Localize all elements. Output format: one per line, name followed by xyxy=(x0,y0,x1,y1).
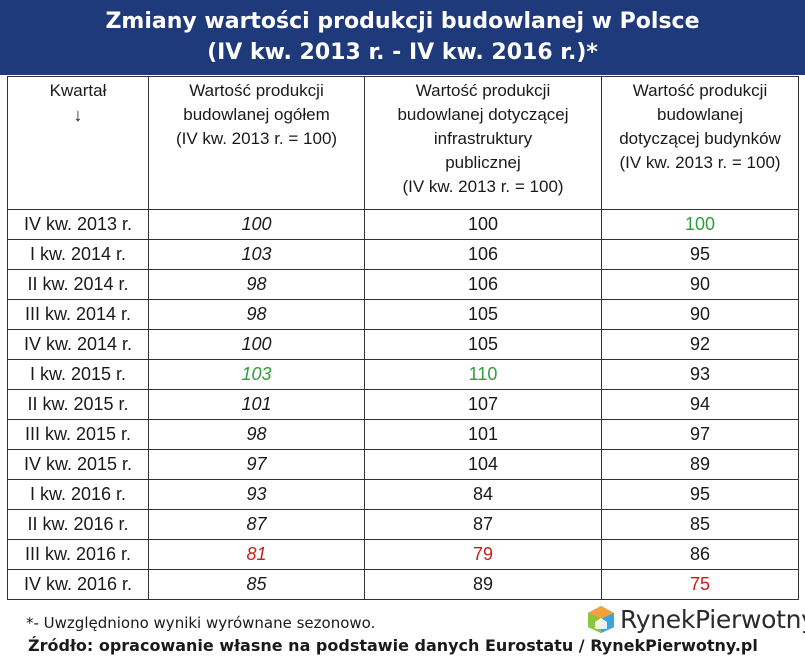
total-output-cell: 101 xyxy=(148,389,365,420)
table-row: I kw. 2015 r. 103 110 93 xyxy=(7,359,799,390)
header-total-output: Wartość produkcji budowlanej ogółem (IV … xyxy=(148,76,365,210)
quarter-cell: III kw. 2015 r. xyxy=(7,419,149,450)
header-line: (IV kw. 2013 r. = 100) xyxy=(402,177,564,196)
house-cube-logo-icon xyxy=(588,606,614,633)
infrastructure-output-cell: 106 xyxy=(364,239,602,270)
table-row: IV kw. 2014 r. 100 105 92 xyxy=(7,329,799,360)
logo-text-part2: Pierwotny xyxy=(695,604,805,634)
total-output-cell: 100 xyxy=(148,329,365,360)
infrastructure-output-cell: 100 xyxy=(364,209,602,240)
quarter-cell: I kw. 2015 r. xyxy=(7,359,149,390)
total-output-cell: 100 xyxy=(148,209,365,240)
quarter-cell: II kw. 2014 r. xyxy=(7,269,149,300)
buildings-output-cell: 94 xyxy=(601,389,799,420)
infrastructure-output-cell: 87 xyxy=(364,509,602,540)
buildings-output-cell: 90 xyxy=(601,299,799,330)
header-line: Wartość produkcji xyxy=(415,81,551,100)
buildings-output-cell: 90 xyxy=(601,269,799,300)
table-row: IV kw. 2016 r. 85 89 75 xyxy=(7,569,799,600)
infrastructure-output-cell: 105 xyxy=(364,299,602,330)
header-line: publicznej xyxy=(445,153,521,172)
total-output-cell: 87 xyxy=(148,509,365,540)
header-line: budowlanej dotyczącej xyxy=(397,105,569,124)
quarter-cell: IV kw. 2013 r. xyxy=(7,209,149,240)
quarter-cell: III kw. 2014 r. xyxy=(7,299,149,330)
total-output-cell: 85 xyxy=(148,569,365,600)
table-row: IV kw. 2015 r. 97 104 89 xyxy=(7,449,799,480)
header-line: dotyczącej budynków xyxy=(619,129,781,148)
construction-output-table: Kwartał ↓ Wartość produkcji budowlanej o… xyxy=(7,76,799,600)
total-output-cell: 98 xyxy=(148,419,365,450)
infrastructure-output-cell: 104 xyxy=(364,449,602,480)
title-line-2: (IV kw. 2013 r. - IV kw. 2016 r.)* xyxy=(207,40,598,65)
table-row: III kw. 2016 r. 81 79 86 xyxy=(7,539,799,570)
total-output-cell: 97 xyxy=(148,449,365,480)
buildings-output-cell: 75 xyxy=(601,569,799,600)
infrastructure-output-cell: 79 xyxy=(364,539,602,570)
infrastructure-output-cell: 110 xyxy=(364,359,602,390)
total-output-cell: 98 xyxy=(148,269,365,300)
table-title: Zmiany wartości produkcji budowlanej w P… xyxy=(0,0,805,75)
buildings-output-cell: 86 xyxy=(601,539,799,570)
table-row: III kw. 2014 r. 98 105 90 xyxy=(7,299,799,330)
buildings-output-cell: 97 xyxy=(601,419,799,450)
header-line: (IV kw. 2013 r. = 100) xyxy=(619,153,781,172)
infrastructure-output-cell: 107 xyxy=(364,389,602,420)
table-row: III kw. 2015 r. 98 101 97 xyxy=(7,419,799,450)
table-row: I kw. 2016 r. 93 84 95 xyxy=(7,479,799,510)
header-infrastructure-output: Wartość produkcji budowlanej dotyczącej … xyxy=(364,76,602,210)
table-row: II kw. 2015 r. 101 107 94 xyxy=(7,389,799,420)
infrastructure-output-cell: 84 xyxy=(364,479,602,510)
header-line: Wartość produkcji xyxy=(189,81,324,100)
logo-text-part1: Rynek xyxy=(620,604,696,634)
quarter-cell: IV kw. 2016 r. xyxy=(7,569,149,600)
header-line: infrastruktury xyxy=(433,129,533,148)
table-row: II kw. 2014 r. 98 106 90 xyxy=(7,269,799,300)
footnote: *- Uwzględniono wyniki wyrównane sezonow… xyxy=(26,614,376,632)
buildings-output-cell: 95 xyxy=(601,479,799,510)
quarter-cell: II kw. 2015 r. xyxy=(7,389,149,420)
buildings-output-cell: 89 xyxy=(601,449,799,480)
infrastructure-output-cell: 89 xyxy=(364,569,602,600)
quarter-cell: IV kw. 2014 r. xyxy=(7,329,149,360)
rynekpierwotny-logo: RynekPierwotny xyxy=(586,602,805,636)
infrastructure-output-cell: 105 xyxy=(364,329,602,360)
total-output-cell: 98 xyxy=(148,299,365,330)
infrastructure-output-cell: 101 xyxy=(364,419,602,450)
table-body: IV kw. 2013 r. 100 100 100 I kw. 2014 r. 103 1… xyxy=(7,209,799,600)
source-note: Źródło: opracowanie własne na podstawie … xyxy=(28,636,758,655)
total-output-cell: 103 xyxy=(148,359,365,390)
table-row: I kw. 2014 r. 103 106 95 xyxy=(7,239,799,270)
title-line-1: Zmiany wartości produkcji budowlanej w P… xyxy=(105,9,700,34)
header-quarter: Kwartał ↓ xyxy=(7,76,149,210)
quarter-cell: I kw. 2014 r. xyxy=(7,239,149,270)
quarter-cell: I kw. 2016 r. xyxy=(7,479,149,510)
header-line: Wartość produkcji xyxy=(632,81,768,100)
infrastructure-output-cell: 106 xyxy=(364,269,602,300)
buildings-output-cell: 85 xyxy=(601,509,799,540)
down-arrow-icon: ↓ xyxy=(73,105,83,125)
total-output-cell: 81 xyxy=(148,539,365,570)
header-quarter-label: Kwartał xyxy=(49,81,107,100)
total-output-cell: 103 xyxy=(148,239,365,270)
quarter-cell: II kw. 2016 r. xyxy=(7,509,149,540)
header-line: (IV kw. 2013 r. = 100) xyxy=(175,129,338,148)
total-output-cell: 93 xyxy=(148,479,365,510)
buildings-output-cell: 100 xyxy=(601,209,799,240)
table-row: II kw. 2016 r. 87 87 85 xyxy=(7,509,799,540)
logo-text: RynekPierwotny xyxy=(620,605,805,634)
header-line: budowlanej ogółem xyxy=(183,105,330,124)
header-line: budowlanej xyxy=(656,105,743,124)
header-buildings-output: Wartość produkcji budowlanej dotyczącej … xyxy=(601,76,799,210)
buildings-output-cell: 92 xyxy=(601,329,799,360)
table-row: IV kw. 2013 r. 100 100 100 xyxy=(7,209,799,240)
buildings-output-cell: 93 xyxy=(601,359,799,390)
quarter-cell: III kw. 2016 r. xyxy=(7,539,149,570)
quarter-cell: IV kw. 2015 r. xyxy=(7,449,149,480)
buildings-output-cell: 95 xyxy=(601,239,799,270)
